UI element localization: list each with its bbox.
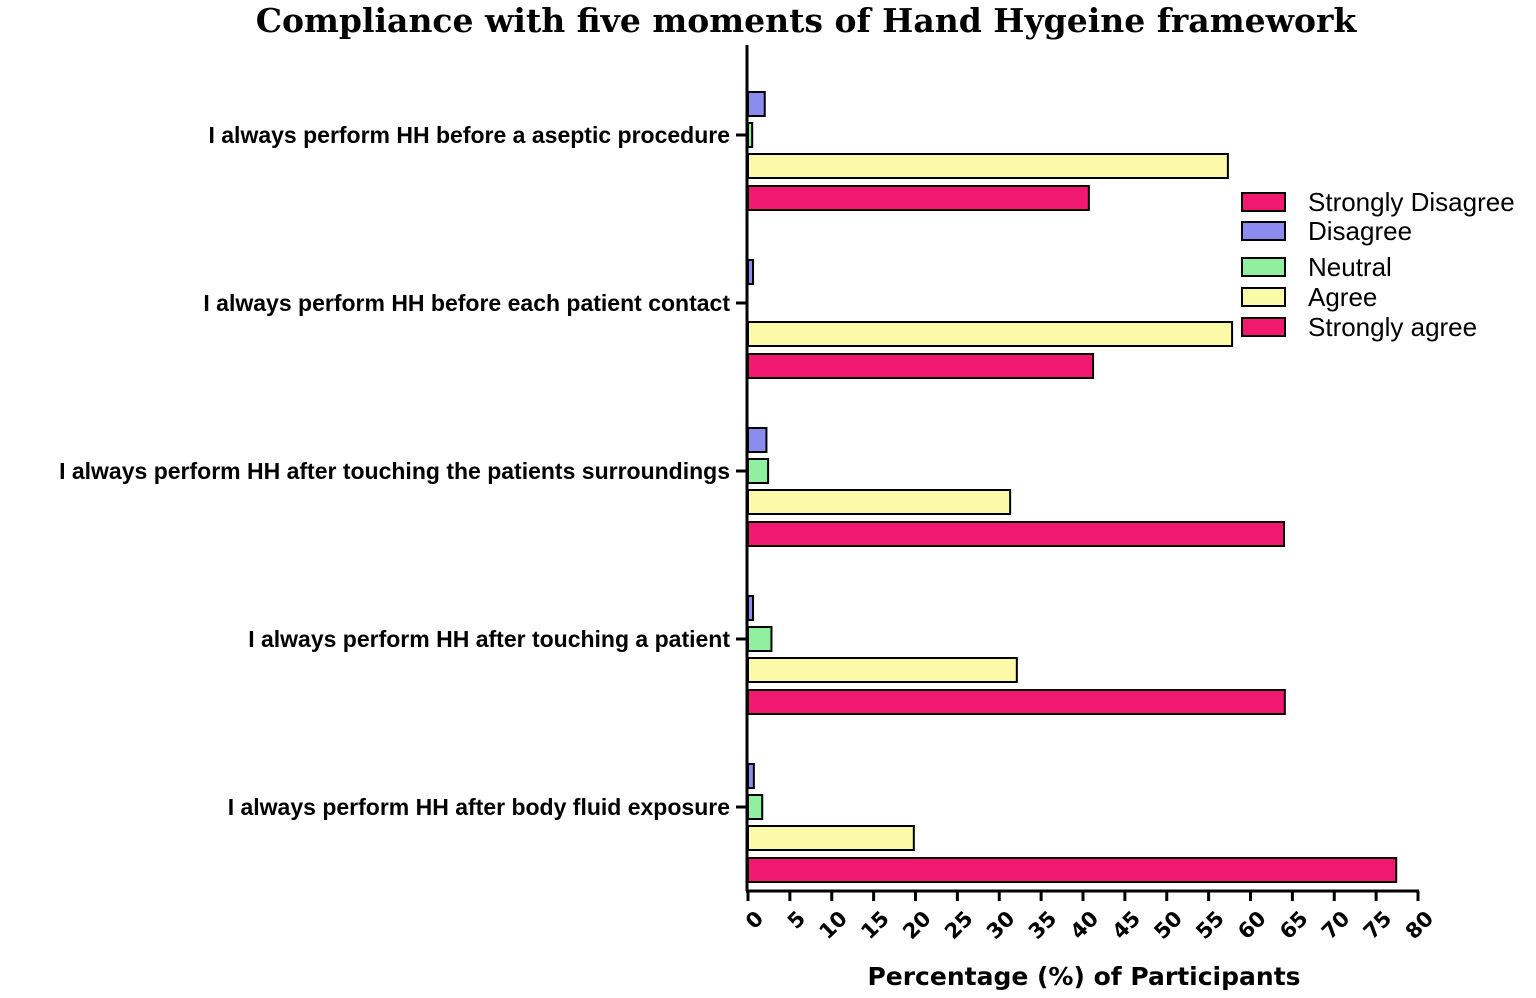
x-tick-label: 10 <box>814 906 852 944</box>
x-tick-label: 30 <box>982 906 1020 944</box>
bar-strongly-agree-2 <box>747 353 1095 379</box>
legend-swatch-agree <box>1241 287 1286 307</box>
x-ticks: 0 5 10 15 20 25 30 35 40 45 50 55 60 65 70 75 80 <box>741 906 1438 944</box>
legend-label-strongly-agree: Strongly agree <box>1308 312 1477 342</box>
bar-agree-1 <box>747 153 1229 179</box>
bar-disagree-1 <box>747 91 766 117</box>
bar-agree-4 <box>747 657 1018 683</box>
category-label: I always perform HH before a aseptic pro… <box>208 122 730 148</box>
chart-title: Compliance with five moments of Hand Hyg… <box>256 1 1358 40</box>
x-tick-label: 20 <box>898 906 936 944</box>
x-tick-label: 80 <box>1401 906 1439 944</box>
x-tick-label: 50 <box>1149 906 1187 944</box>
bar-strongly-agree-4 <box>747 689 1286 715</box>
axes-layer <box>736 45 1420 901</box>
bar-neutral-3 <box>747 458 770 484</box>
bar-neutral-5 <box>747 794 764 820</box>
x-tick-label: 15 <box>856 906 894 944</box>
bar-strongly-agree-5 <box>747 857 1398 883</box>
bar-strongly-agree-1 <box>747 185 1090 211</box>
x-tick-label: 55 <box>1191 906 1229 944</box>
bar-disagree-3 <box>747 427 768 453</box>
category-label: I always perform HH before each patient … <box>203 290 730 316</box>
bar-neutral-4 <box>747 626 773 652</box>
bar-neutral-1 <box>747 122 754 148</box>
bar-disagree-2 <box>747 259 755 285</box>
category-label: I always perform HH after touching the p… <box>59 458 730 484</box>
bars-layer <box>747 91 1398 883</box>
x-tick-label: 35 <box>1024 906 1062 944</box>
legend-label-agree: Agree <box>1308 282 1377 312</box>
x-tick-label: 45 <box>1108 906 1146 944</box>
legend-label-strongly-disagree: Strongly Disagree <box>1308 187 1515 217</box>
x-tick-label: 60 <box>1233 906 1271 944</box>
legend-swatch-strongly-disagree <box>1241 192 1286 212</box>
x-tick-label: 40 <box>1066 906 1104 944</box>
x-tick-label: 75 <box>1359 906 1397 944</box>
x-axis-title: Percentage (%) of Participants <box>867 962 1300 991</box>
x-tick-label: 5 <box>783 906 810 933</box>
x-tick-label: 25 <box>940 906 978 944</box>
bar-disagree-4 <box>747 595 755 621</box>
bar-agree-2 <box>747 321 1234 347</box>
bar-strongly-agree-3 <box>747 521 1285 547</box>
legend-label-neutral: Neutral <box>1308 252 1392 282</box>
bar-agree-3 <box>747 489 1012 515</box>
legend-swatch-disagree <box>1241 221 1286 241</box>
x-tick-label: 70 <box>1317 906 1355 944</box>
category-label: I always perform HH after body fluid exp… <box>228 794 730 820</box>
bar-disagree-5 <box>747 763 755 789</box>
x-tick-label: 0 <box>741 906 768 933</box>
legend-label-disagree: Disagree <box>1308 216 1412 246</box>
bar-agree-5 <box>747 825 915 851</box>
category-label: I always perform HH after touching a pat… <box>248 626 730 652</box>
category-labels: I always perform HH before a aseptic pro… <box>59 122 730 820</box>
legend-swatch-neutral <box>1241 257 1286 277</box>
x-tick-label: 65 <box>1275 906 1313 944</box>
legend-swatch-strongly-agree <box>1241 317 1286 337</box>
